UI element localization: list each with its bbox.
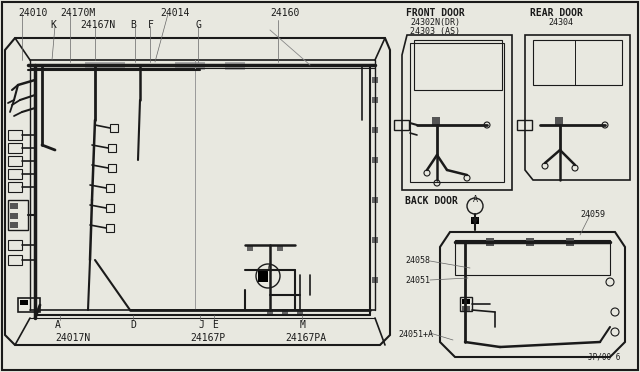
Bar bbox=[297, 309, 303, 315]
Bar bbox=[372, 127, 378, 133]
Bar bbox=[258, 270, 268, 282]
Bar bbox=[8, 255, 22, 265]
Bar bbox=[432, 117, 440, 125]
Bar bbox=[106, 184, 114, 192]
Bar bbox=[10, 203, 18, 209]
Text: D: D bbox=[130, 320, 136, 330]
Bar bbox=[460, 297, 472, 311]
Bar bbox=[108, 164, 116, 172]
Text: REAR DOOR: REAR DOOR bbox=[530, 8, 583, 18]
Text: 24167PA: 24167PA bbox=[285, 333, 326, 343]
Bar bbox=[85, 62, 125, 70]
Bar bbox=[414, 40, 502, 90]
Bar bbox=[8, 156, 22, 166]
Bar bbox=[108, 144, 116, 152]
Text: 24303 (AS): 24303 (AS) bbox=[410, 27, 460, 36]
Bar bbox=[106, 204, 114, 212]
Bar bbox=[282, 309, 288, 315]
Bar bbox=[372, 197, 378, 203]
Bar bbox=[20, 300, 28, 305]
Bar bbox=[372, 97, 378, 103]
Bar bbox=[10, 213, 18, 219]
Bar bbox=[8, 240, 22, 250]
Bar bbox=[175, 62, 205, 70]
Text: 24167P: 24167P bbox=[190, 333, 225, 343]
Text: J: J bbox=[198, 320, 204, 330]
Bar bbox=[372, 157, 378, 163]
Bar bbox=[486, 238, 494, 246]
Text: JP/00 6: JP/00 6 bbox=[588, 353, 620, 362]
Text: 24304: 24304 bbox=[548, 18, 573, 27]
Text: A: A bbox=[55, 320, 61, 330]
Bar bbox=[566, 238, 574, 246]
Text: M: M bbox=[300, 320, 306, 330]
Bar bbox=[517, 120, 532, 130]
Text: 24160: 24160 bbox=[270, 8, 300, 18]
Text: 24170M: 24170M bbox=[60, 8, 95, 18]
Bar bbox=[10, 222, 18, 228]
Text: 24017N: 24017N bbox=[55, 333, 90, 343]
Bar bbox=[462, 306, 470, 311]
Bar bbox=[18, 298, 40, 312]
Bar bbox=[471, 217, 479, 224]
Bar bbox=[110, 124, 118, 132]
Bar bbox=[8, 169, 22, 179]
Text: K: K bbox=[50, 20, 56, 30]
Bar bbox=[372, 277, 378, 283]
Text: 24167N: 24167N bbox=[80, 20, 115, 30]
Bar bbox=[225, 62, 245, 70]
Text: 24010: 24010 bbox=[18, 8, 47, 18]
Bar bbox=[8, 182, 22, 192]
Bar bbox=[526, 238, 534, 246]
Text: FRONT DOOR: FRONT DOOR bbox=[406, 8, 465, 18]
Text: F: F bbox=[148, 20, 154, 30]
Bar bbox=[247, 245, 253, 251]
Text: B: B bbox=[130, 20, 136, 30]
Bar bbox=[372, 237, 378, 243]
Bar bbox=[455, 240, 610, 275]
Bar bbox=[8, 200, 28, 230]
Text: 24051: 24051 bbox=[405, 276, 430, 285]
Bar bbox=[394, 120, 409, 130]
Text: G: G bbox=[195, 20, 201, 30]
Text: 24302N(DR): 24302N(DR) bbox=[410, 18, 460, 27]
Bar bbox=[533, 40, 622, 85]
Bar bbox=[106, 224, 114, 232]
Bar bbox=[8, 143, 22, 153]
Bar bbox=[277, 245, 283, 251]
Bar bbox=[462, 299, 470, 304]
Text: E: E bbox=[212, 320, 218, 330]
Text: A: A bbox=[472, 196, 477, 205]
Text: BACK DOOR: BACK DOOR bbox=[405, 196, 458, 206]
Bar bbox=[555, 117, 563, 125]
Text: 24051+A: 24051+A bbox=[398, 330, 433, 339]
Text: 24014: 24014 bbox=[160, 8, 189, 18]
Text: 24058: 24058 bbox=[405, 256, 430, 265]
Bar bbox=[372, 77, 378, 83]
Bar bbox=[410, 43, 504, 182]
Bar bbox=[267, 309, 273, 315]
Text: A: A bbox=[267, 264, 271, 273]
Bar bbox=[8, 130, 22, 140]
Text: 24059: 24059 bbox=[580, 210, 605, 219]
